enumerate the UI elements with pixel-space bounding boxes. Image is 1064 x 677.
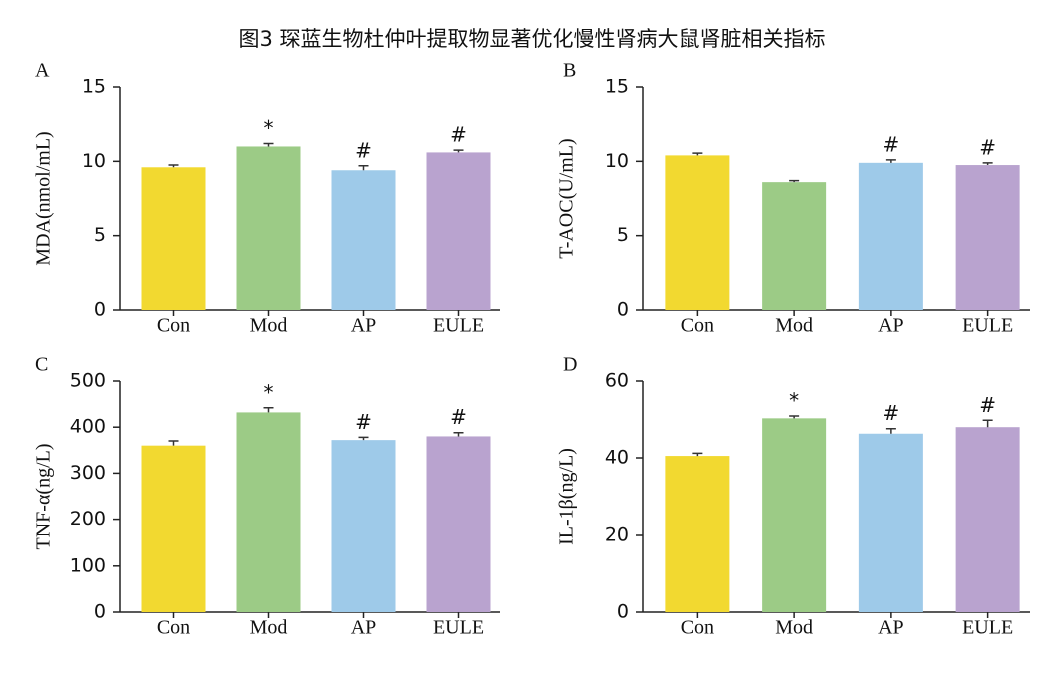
bar [426,152,491,310]
bar [955,427,1020,612]
y-axis-label: IL-1β(ng/L) [556,448,578,545]
error-bar [692,452,703,457]
bar [331,170,396,310]
error-bar [982,162,993,166]
bar [236,146,301,310]
y-tick-label: 15 [605,76,629,98]
bar [331,440,396,612]
significance-label: * [264,116,274,140]
y-tick-label: 0 [94,299,106,321]
bar [426,436,491,612]
bar [762,418,827,612]
x-tick-label: AP [351,617,377,639]
y-tick-label: 200 [70,508,106,530]
significance-label: # [355,410,372,434]
x-tick-label: AP [351,315,377,337]
error-bar [692,152,703,156]
error-bar [453,149,464,153]
y-tick-label: 0 [617,299,629,321]
error-bar [168,164,179,168]
y-tick-label: 500 [70,370,106,392]
y-tick-label: 40 [605,447,629,469]
bar [858,433,923,612]
y-tick-label: 0 [617,601,629,623]
significance-label: * [264,380,274,404]
bar [955,165,1020,310]
x-tick-label: Mod [250,315,288,337]
bar [762,182,827,310]
bar [141,445,206,612]
error-bar [982,419,993,428]
error-bar [453,431,464,437]
error-bar [358,436,369,441]
x-tick-label: EULE [433,617,484,639]
significance-label: # [979,135,996,159]
y-axis-label: T-AOC(U/mL) [556,138,578,258]
x-tick-label: AP [878,315,904,337]
error-bar [789,415,800,419]
significance-label: # [450,123,467,147]
bar [236,412,301,612]
y-axis-label: TNF-α(ng/L) [33,443,55,549]
significance-label: # [882,132,899,156]
bar [665,155,730,310]
panel-label: B [563,60,576,82]
y-axis-label: MDA(nmol/mL) [33,131,55,265]
y-tick-label: 20 [605,524,629,546]
y-tick-label: 300 [70,462,106,484]
y-tick-label: 400 [70,416,106,438]
error-bar [885,159,896,163]
x-tick-label: AP [878,617,904,639]
x-tick-label: Mod [250,617,288,639]
x-tick-label: EULE [433,315,484,337]
significance-label: * [789,389,799,413]
error-bar [885,427,896,434]
significance-label: # [979,393,996,417]
error-bar [789,179,800,183]
x-tick-label: Con [157,315,190,337]
x-tick-label: Con [681,617,714,639]
panel-label: C [35,354,48,376]
y-tick-label: 5 [617,224,629,246]
error-bar [358,165,369,171]
x-tick-label: Con [681,315,714,337]
error-bar [168,440,179,446]
bar [858,162,923,310]
x-tick-label: Mod [775,617,813,639]
y-tick-label: 10 [82,150,106,172]
bar [665,456,730,612]
y-tick-label: 5 [94,224,106,246]
x-tick-label: EULE [962,617,1013,639]
y-tick-label: 0 [94,601,106,623]
significance-label: # [882,401,899,425]
y-tick-label: 60 [605,370,629,392]
figure-title: 图3 琛蓝生物杜仲叶提取物显著优化慢性肾病大鼠肾脏相关指标 [238,27,825,51]
significance-label: # [355,138,372,162]
significance-label: # [450,405,467,429]
error-bar [263,142,274,147]
y-tick-label: 10 [605,150,629,172]
y-tick-label: 15 [82,76,106,98]
y-tick-label: 100 [70,554,106,576]
bar [141,167,206,310]
error-bar [263,407,274,413]
x-tick-label: Con [157,617,190,639]
panel-label: A [35,60,50,82]
x-tick-label: EULE [962,315,1013,337]
x-tick-label: Mod [775,315,813,337]
panel-label: D [563,354,577,376]
